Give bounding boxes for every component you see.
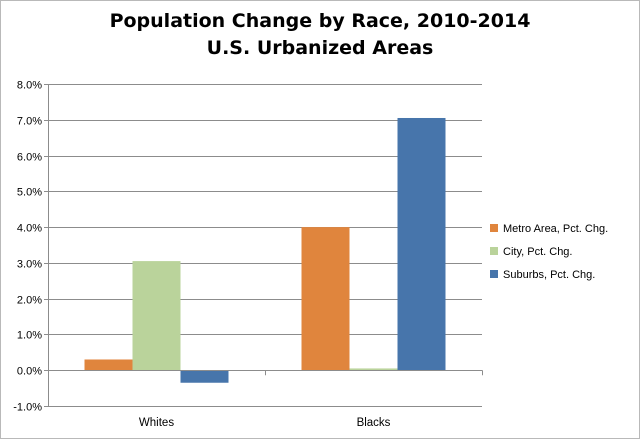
bar-whites-1 [132,261,181,371]
y-tick-label: 8.0% [17,80,42,92]
chart-title: Population Change by Race, 2010-2014 [109,10,531,32]
bar-blacks-0 [301,227,350,371]
y-tick-label: 5.0% [17,187,42,199]
y-tick-label: 4.0% [17,223,42,235]
legend-label: Metro Area, Pct. Chg. [503,223,608,235]
legend-swatch [490,247,498,255]
chart-title-block: Population Change by Race, 2010-2014 U.S… [0,8,640,62]
y-tick-label: 7.0% [17,116,42,128]
legend-swatch [490,224,498,232]
y-tick-label: 2.0% [17,295,42,307]
bar-whites-2 [180,370,229,383]
y-tick-label: 1.0% [17,330,42,342]
y-tick-label: 3.0% [17,259,42,271]
bar-blacks-2 [397,117,446,371]
bar-whites-0 [84,359,133,371]
y-tick-label: -1.0% [13,402,42,414]
legend-label: City, Pct. Chg. [503,246,572,258]
x-category-label: Blacks [357,417,391,429]
y-tick-label: 0.0% [17,366,42,378]
legend-swatch [490,270,498,278]
y-tick-label: 6.0% [17,152,42,164]
bar-blacks-1 [349,368,398,371]
x-category-label: Whites [139,417,174,429]
chart-subtitle: U.S. Urbanized Areas [206,37,434,59]
legend-label: Suburbs, Pct. Chg. [503,269,595,281]
